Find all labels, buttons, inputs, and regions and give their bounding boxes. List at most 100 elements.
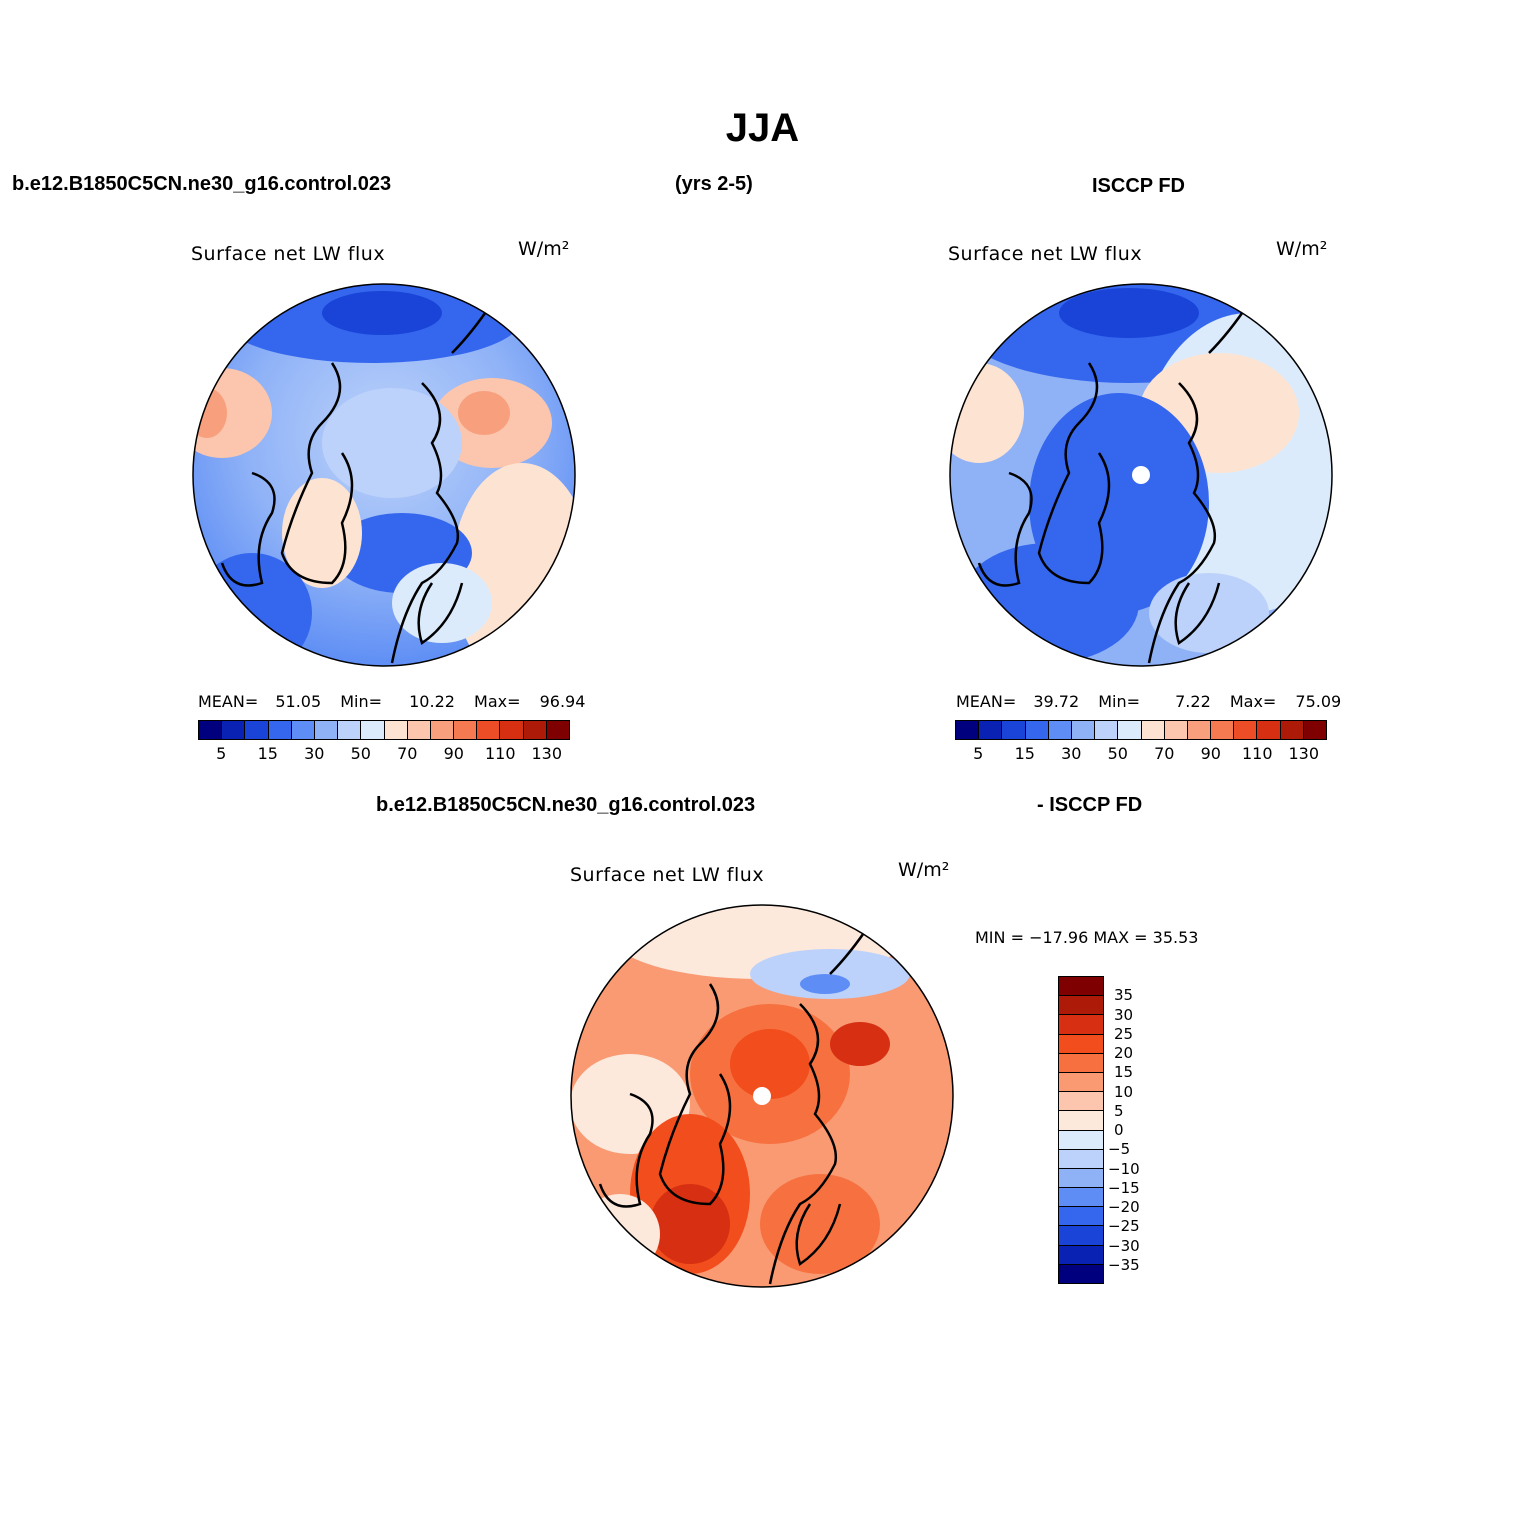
colorbar-tick-label: 110 [1241, 744, 1273, 763]
colorbar-swatch [523, 721, 547, 739]
max-label: Max= [474, 692, 521, 711]
colorbar-swatch [361, 721, 385, 739]
colorbar-swatch [956, 721, 980, 739]
colorbar-tick-label: −5 [1108, 1140, 1131, 1159]
colorbar-tick-label: 70 [1154, 744, 1175, 763]
model-case-name: b.e12.B1850C5CN.ne30_g16.control.023 [12, 173, 392, 195]
colorbar-swatch [1059, 1111, 1103, 1131]
colorbar-tick-label: −30 [1108, 1236, 1140, 1255]
obs-stats: MEAN= 39.72 Min= 7.22 Max= 75.09 [956, 692, 1341, 711]
colorbar-tick-label: 30 [1061, 744, 1082, 763]
colorbar-swatch [245, 721, 269, 739]
colorbar-swatch [1059, 1130, 1103, 1150]
colorbar-swatch [546, 721, 569, 739]
diff-minmax: MIN = −17.96 MAX = 35.53 [975, 928, 1199, 947]
colorbar-swatch [1059, 1015, 1103, 1035]
colorbar-swatch [268, 721, 292, 739]
obs-colorbar [955, 720, 1327, 740]
colorbar-swatch [1025, 721, 1049, 739]
obs-panel-title: Surface net LW flux [948, 243, 1143, 265]
colorbar-swatch [314, 721, 339, 739]
min-label: Min= [340, 692, 383, 711]
colorbar-swatch [454, 721, 478, 739]
obs-name: ISCCP FD [1092, 175, 1185, 197]
colorbar-swatch [1059, 1207, 1103, 1227]
colorbar-swatch [338, 721, 362, 739]
colorbar-tick-label: 30 [304, 744, 325, 763]
colorbar-swatch [1187, 721, 1212, 739]
colorbar-swatch [1059, 1188, 1103, 1208]
colorbar-swatch [979, 721, 1003, 739]
colorbar-tick-label: 15 [1014, 744, 1035, 763]
colorbar-swatch [1059, 1226, 1103, 1246]
colorbar-swatch [1059, 1053, 1103, 1073]
colorbar-swatch [1257, 721, 1281, 739]
model-units: W/m² [518, 238, 570, 260]
pole-marker [753, 1087, 771, 1105]
diff-colorbar-labels: 35 30 25 20 15 10 5 0 −5 −10 −15 −20 −25 −30 −35 [1108, 976, 1168, 1284]
colorbar-tick-label: 15 [257, 744, 278, 763]
colorbar-swatch [1071, 721, 1096, 739]
diff-polar-map [570, 904, 954, 1288]
colorbar-tick-label: 90 [1200, 744, 1221, 763]
min-value: 10.22 [409, 692, 455, 711]
min-value: 7.22 [1175, 692, 1211, 711]
colorbar-swatch [1118, 721, 1142, 739]
colorbar-swatch [1002, 721, 1026, 739]
model-panel-title: Surface net LW flux [191, 243, 386, 265]
colorbar-tick-label: 5 [216, 744, 227, 763]
colorbar-tick-label: 130 [1288, 744, 1320, 763]
colorbar-tick-label: 110 [484, 744, 516, 763]
colorbar-tick-label: 0 [1114, 1121, 1124, 1139]
colorbar-tick-label: 50 [1107, 744, 1128, 763]
model-colorbar-labels: 5 15 30 50 70 90 110 130 [198, 744, 570, 764]
colorbar-tick-label: 15 [1114, 1063, 1134, 1082]
colorbar-swatch [407, 721, 431, 739]
colorbar-swatch [291, 721, 315, 739]
mean-value: 39.72 [1033, 692, 1080, 711]
model-polar-map [192, 283, 576, 667]
colorbar-swatch [1059, 1072, 1103, 1093]
max-value: 96.94 [539, 692, 586, 711]
colorbar-tick-label: −15 [1108, 1178, 1140, 1197]
colorbar-swatch [1059, 1149, 1103, 1169]
diff-units: W/m² [898, 859, 950, 881]
colorbar-swatch [1164, 721, 1188, 739]
colorbar-swatch [1303, 721, 1326, 739]
colorbar-tick-label: 25 [1114, 1024, 1134, 1043]
colorbar-tick-label: −10 [1108, 1159, 1140, 1178]
colorbar-tick-label: 35 [1114, 986, 1134, 1005]
years-label: (yrs 2-5) [675, 173, 753, 195]
colorbar-swatch [1048, 721, 1072, 739]
colorbar-tick-label: 10 [1114, 1082, 1134, 1101]
colorbar-swatch [1095, 721, 1119, 739]
mean-value: 51.05 [275, 692, 322, 711]
colorbar-swatch [1059, 1034, 1103, 1054]
colorbar-tick-label: −35 [1108, 1255, 1140, 1274]
diff-case-name: b.e12.B1850C5CN.ne30_g16.control.023 [376, 794, 756, 816]
colorbar-tick-label: 70 [397, 744, 418, 763]
colorbar-swatch [1059, 977, 1103, 997]
colorbar-tick-label: 90 [443, 744, 464, 763]
figure-title: JJA [725, 106, 800, 150]
colorbar-swatch [1059, 1245, 1103, 1265]
colorbar-swatch [500, 721, 524, 739]
colorbar-swatch [1059, 996, 1103, 1016]
colorbar-swatch [1280, 721, 1304, 739]
colorbar-swatch [384, 721, 408, 739]
diff-obs-name: - ISCCP FD [1037, 794, 1143, 816]
max-label: Max= [1229, 692, 1277, 711]
diff-colorbar [1058, 976, 1104, 1284]
mean-label: MEAN= [198, 692, 259, 711]
colorbar-swatch [199, 721, 223, 739]
model-stats: MEAN= 51.05 Min= 10.22 Max= 96.94 [198, 692, 585, 711]
colorbar-tick-label: −25 [1108, 1217, 1140, 1236]
pole-marker [1132, 466, 1150, 484]
colorbar-swatch [1211, 721, 1235, 739]
colorbar-swatch [1234, 721, 1258, 739]
max-value: 75.09 [1295, 692, 1342, 711]
colorbar-swatch [1059, 1168, 1103, 1189]
colorbar-tick-label: −20 [1108, 1198, 1140, 1216]
colorbar-swatch [430, 721, 455, 739]
colorbar-swatch [1059, 1092, 1103, 1112]
